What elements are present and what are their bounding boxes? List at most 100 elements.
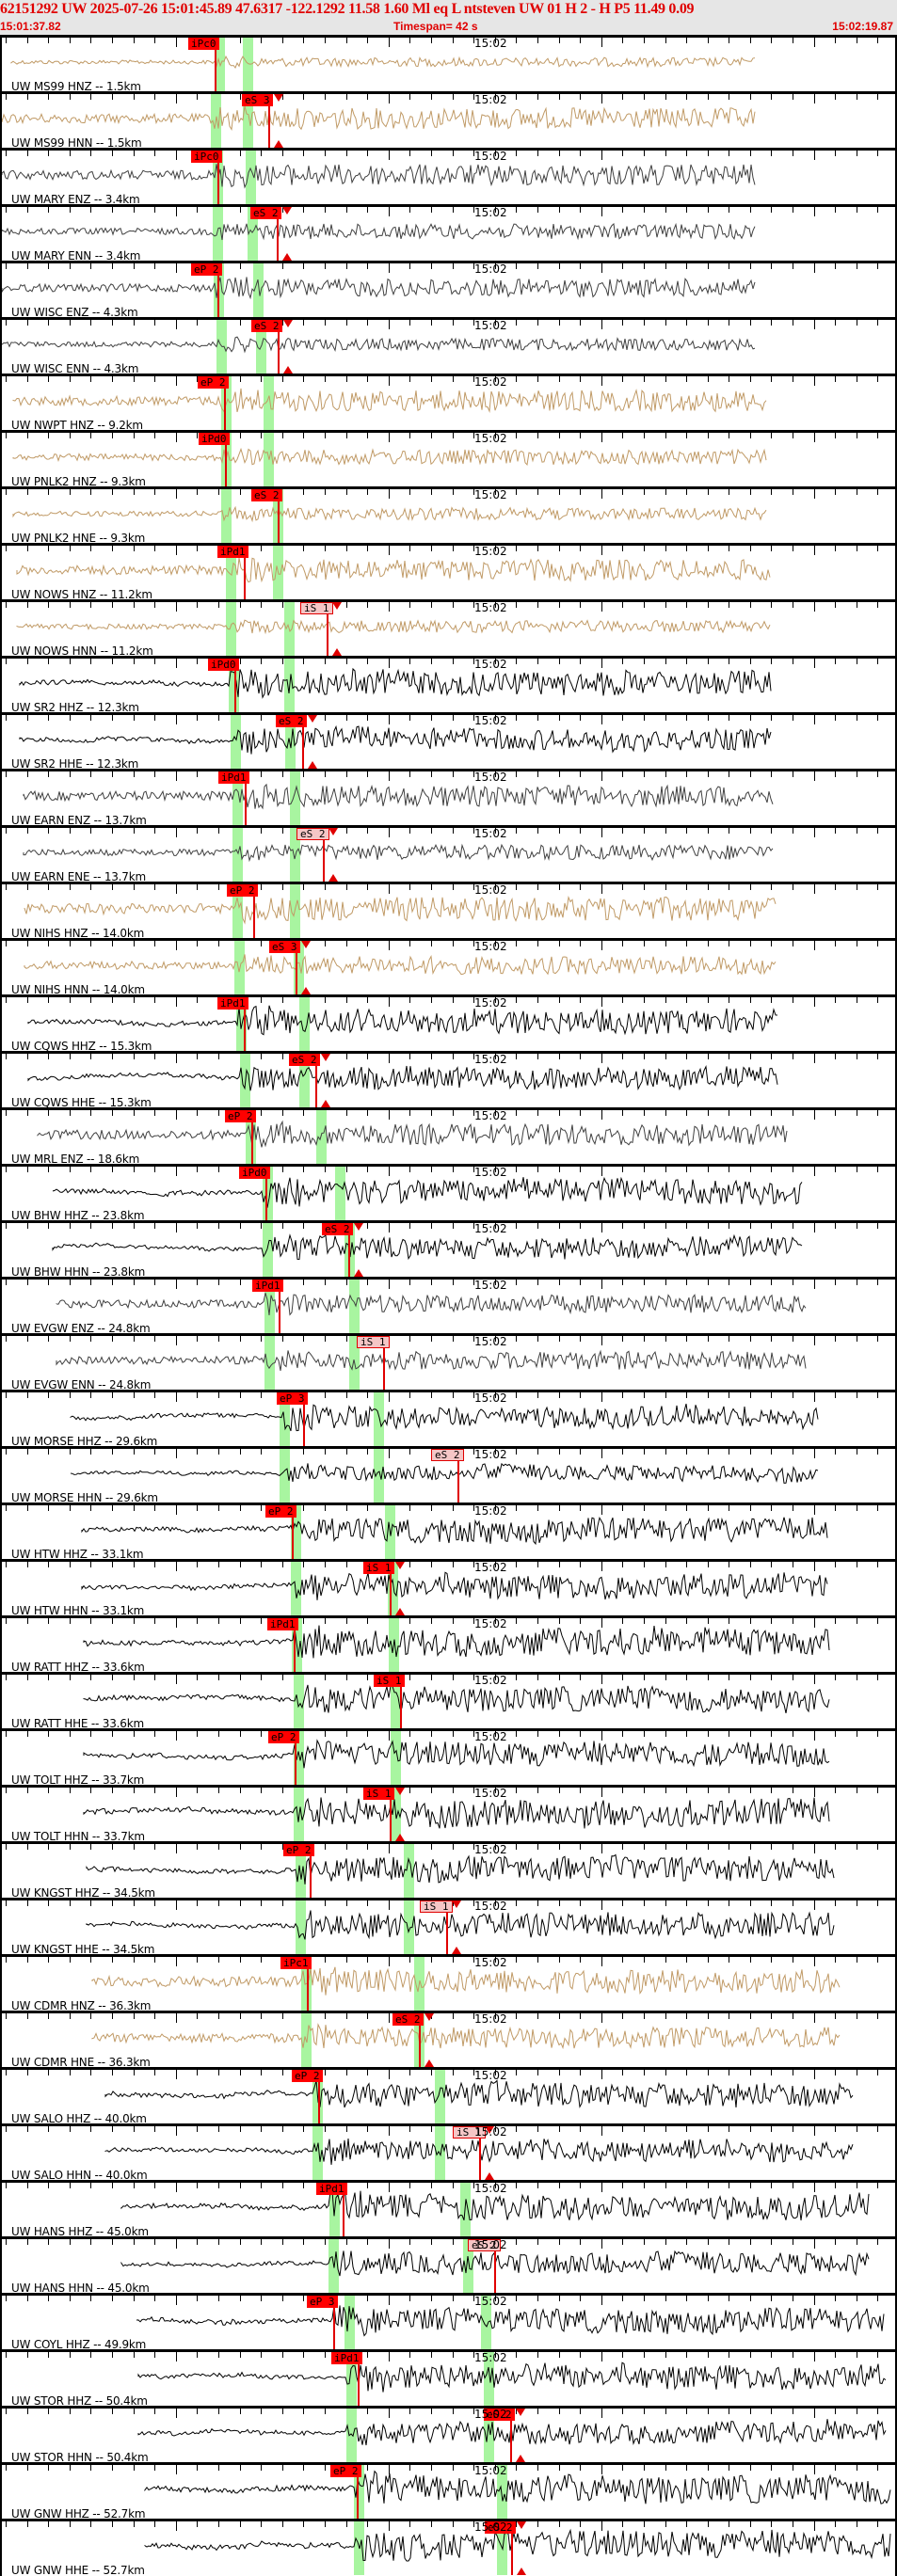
pick-line[interactable] xyxy=(278,489,280,543)
pick-label[interactable]: iS 1 xyxy=(357,1336,390,1348)
channel-panel[interactable]: eP 2 15:02 UW NIHS HNZ -- 14.0km xyxy=(2,882,895,938)
pick-label[interactable]: iS 1 xyxy=(374,1675,405,1687)
pick-label[interactable]: iS 1 xyxy=(363,1562,394,1574)
channel-panel[interactable]: eS 2 15:02 UW BHW HHN -- 23.8km xyxy=(2,1220,895,1277)
channel-panel[interactable]: iS 1 15:02 UW HTW HHN -- 33.1km xyxy=(2,1559,895,1615)
pick-line[interactable] xyxy=(268,94,270,148)
pick-label[interactable]: eS 2 xyxy=(322,1223,353,1235)
channel-panel[interactable]: eS 2 15:02 UW HANS HHN -- 45.0km xyxy=(2,2236,895,2293)
pick-label[interactable]: iPd0 xyxy=(239,1167,270,1179)
pick-label[interactable]: eP 2 xyxy=(191,263,222,276)
channel-panel[interactable]: iPd1 15:02 UW HANS HHZ -- 45.0km xyxy=(2,2180,895,2236)
pick-label[interactable]: eS 2 xyxy=(250,207,281,219)
pick-label[interactable]: eP 2 xyxy=(268,1731,299,1743)
pick-label[interactable]: eS 2 xyxy=(485,2521,516,2534)
channel-panel[interactable]: eP 2 15:02 UW NWPT HNZ -- 9.2km xyxy=(2,374,895,430)
pick-label[interactable]: eS 2 xyxy=(251,489,282,501)
pick-line[interactable] xyxy=(390,1788,392,1841)
pick-line[interactable] xyxy=(318,2070,320,2123)
pick-line[interactable] xyxy=(217,263,219,317)
pick-line[interactable] xyxy=(224,376,226,430)
pick-line[interactable] xyxy=(419,2013,421,2067)
pick-line[interactable] xyxy=(310,1844,312,1898)
channel-panel[interactable]: iPd1 15:02 UW RATT HHZ -- 33.6km xyxy=(2,1615,895,1672)
pick-label[interactable]: eP 2 xyxy=(265,1505,296,1518)
channel-panel[interactable]: iPc0 15:02 UW MS99 HNZ -- 1.5km xyxy=(2,35,895,91)
pick-label[interactable]: iS 1 xyxy=(420,1900,453,1913)
pick-label[interactable]: iPd1 xyxy=(267,1618,298,1630)
pick-line[interactable] xyxy=(217,151,219,204)
pick-label[interactable]: eP 2 xyxy=(330,2465,361,2477)
channel-panel[interactable]: iS 1 15:02 UW SALO HHN -- 40.0km xyxy=(2,2123,895,2180)
pick-line[interactable] xyxy=(511,2521,513,2575)
pick-line[interactable] xyxy=(383,1336,385,1390)
pick-label[interactable]: eS 3 xyxy=(242,94,273,106)
pick-label[interactable]: iS 1 xyxy=(300,602,333,614)
channel-panel[interactable]: iS 1 15:02 UW RATT HHE -- 33.6km xyxy=(2,1672,895,1728)
channel-panel[interactable]: eS 2 15:02 UW STOR HHN -- 50.4km xyxy=(2,2406,895,2462)
pick-label[interactable]: eP 3 xyxy=(277,1392,308,1405)
channel-panel[interactable]: iPd1 15:02 UW NOWS HNZ -- 11.2km xyxy=(2,543,895,599)
pick-label[interactable]: iPc1 xyxy=(280,1957,312,1969)
pick-line[interactable] xyxy=(253,884,255,938)
pick-line[interactable] xyxy=(244,546,246,599)
pick-label[interactable]: iPc0 xyxy=(191,151,222,163)
channel-panel[interactable]: eP 3 15:02 UW COYL HHZ -- 49.9km xyxy=(2,2293,895,2349)
pick-label[interactable]: eS 2 xyxy=(468,2239,501,2251)
pick-line[interactable] xyxy=(215,38,216,91)
channel-panel[interactable]: eS 2 15:02 UW MARY ENN -- 3.4km xyxy=(2,204,895,261)
pick-line[interactable] xyxy=(302,715,304,769)
pick-line[interactable] xyxy=(357,2465,359,2519)
pick-line[interactable] xyxy=(294,1618,296,1672)
pick-line[interactable] xyxy=(494,2239,496,2293)
pick-label[interactable]: iPd1 xyxy=(331,2352,362,2364)
pick-label[interactable]: iS 1 xyxy=(363,1788,394,1800)
channel-panel[interactable]: eP 2 15:02 UW KNGST HHZ -- 34.5km xyxy=(2,1841,895,1898)
pick-label[interactable]: eS 3 xyxy=(269,941,300,953)
channel-panel[interactable]: iPd1 15:02 UW EVGW ENZ -- 24.8km xyxy=(2,1277,895,1333)
pick-line[interactable] xyxy=(225,433,227,486)
pick-line[interactable] xyxy=(277,207,279,261)
channel-panel[interactable]: iPc0 15:02 UW MARY ENZ -- 3.4km xyxy=(2,148,895,204)
pick-line[interactable] xyxy=(245,771,247,825)
channel-panel[interactable]: eP 2 15:02 UW TOLT HHZ -- 33.7km xyxy=(2,1728,895,1785)
channel-panel[interactable]: eS 2 15:02 UW CQWS HHE -- 15.3km xyxy=(2,1051,895,1107)
pick-label[interactable]: iPc0 xyxy=(188,38,219,50)
channel-panel[interactable]: iPd1 15:02 UW STOR HHZ -- 50.4km xyxy=(2,2349,895,2406)
pick-line[interactable] xyxy=(348,1223,350,1277)
pick-line[interactable] xyxy=(292,1505,294,1559)
channel-panel[interactable]: iPd1 15:02 UW CQWS HHZ -- 15.3km xyxy=(2,994,895,1051)
pick-line[interactable] xyxy=(323,828,325,882)
pick-line[interactable] xyxy=(315,1054,317,1107)
channel-panel[interactable]: iS 1 15:02 UW TOLT HHN -- 33.7km xyxy=(2,1785,895,1841)
pick-line[interactable] xyxy=(479,2126,481,2180)
pick-label[interactable]: iPd1 xyxy=(218,771,249,784)
pick-line[interactable] xyxy=(244,997,246,1051)
pick-label[interactable]: eS 2 xyxy=(251,320,282,332)
pick-label[interactable]: eS 2 xyxy=(392,2013,424,2026)
channel-panel[interactable]: eS 2 15:02 UW EARN ENE -- 13.7km xyxy=(2,825,895,882)
pick-label[interactable]: iPd1 xyxy=(217,997,248,1010)
seismogram-plot-area[interactable]: iPc0 15:02 UW MS99 HNZ -- 1.5km eS 3 15:02 UW… xyxy=(0,35,897,2576)
channel-panel[interactable]: eP 2 15:02 UW GNW HHZ -- 52.7km xyxy=(2,2462,895,2519)
pick-label[interactable]: eS 2 xyxy=(296,828,329,840)
pick-line[interactable] xyxy=(333,2296,335,2349)
channel-panel[interactable]: iS 1 15:02 UW KNGST HHE -- 34.5km xyxy=(2,1898,895,1954)
pick-label[interactable]: eS 2 xyxy=(276,715,307,727)
pick-line[interactable] xyxy=(327,602,328,656)
channel-panel[interactable]: eP 2 15:02 UW HTW HHZ -- 33.1km xyxy=(2,1503,895,1559)
pick-label[interactable]: eP 2 xyxy=(225,1110,256,1122)
channel-panel[interactable]: iS 1 15:02 UW EVGW ENN -- 24.8km xyxy=(2,1333,895,1390)
pick-label[interactable]: iPd1 xyxy=(252,1280,283,1292)
pick-line[interactable] xyxy=(307,1957,309,2011)
pick-line[interactable] xyxy=(279,1280,280,1333)
pick-label[interactable]: eP 2 xyxy=(198,376,229,389)
channel-panel[interactable]: eS 2 15:02 UW PNLK2 HNE -- 9.3km xyxy=(2,486,895,543)
pick-line[interactable] xyxy=(234,659,236,712)
channel-panel[interactable]: eS 3 15:02 UW NIHS HNN -- 14.0km xyxy=(2,938,895,994)
channel-panel[interactable]: eS 3 15:02 UW MS99 HNN -- 1.5km xyxy=(2,91,895,148)
pick-line[interactable] xyxy=(278,320,280,374)
channel-panel[interactable]: eS 2 15:02 UW GNW HHE -- 52.7km xyxy=(2,2519,895,2575)
channel-panel[interactable]: eP 2 15:02 UW SALO HHZ -- 40.0km xyxy=(2,2067,895,2123)
pick-line[interactable] xyxy=(295,1731,296,1785)
